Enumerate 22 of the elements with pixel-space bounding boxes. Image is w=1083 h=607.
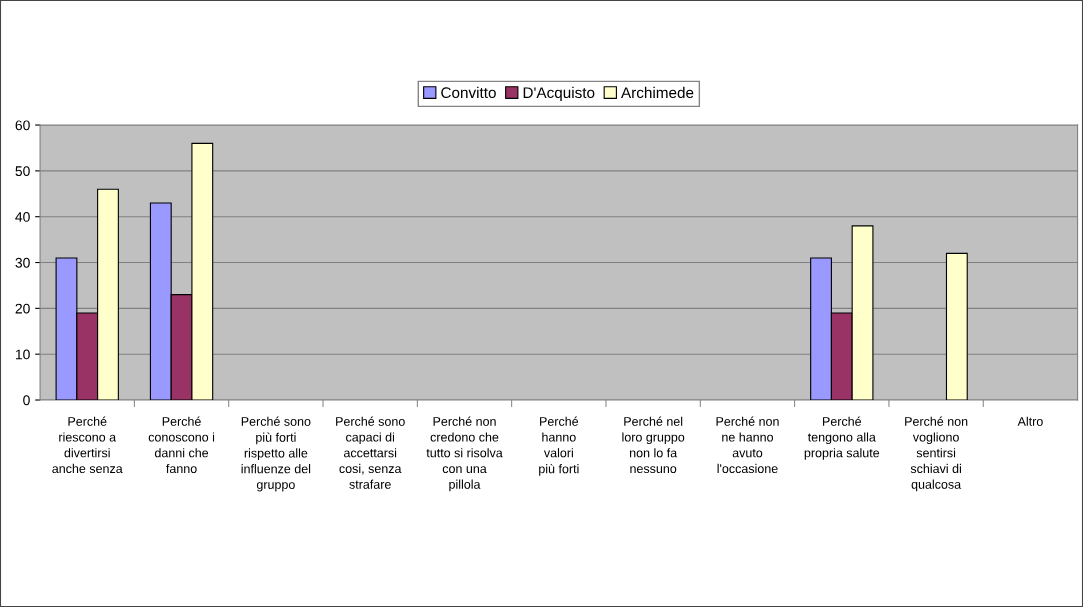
y-tick-label: 40 <box>15 212 30 222</box>
x-tick-label: Perché non ne hanno avuto l'occasione <box>716 416 779 474</box>
y-tick-label: 0 <box>23 395 30 406</box>
legend-label: D'Acquisto <box>523 86 595 102</box>
x-tick-label: Perché sono più forti rispetto alle influenze del gruppo <box>241 416 311 492</box>
x-tick-label: Perché tengono alla propria salute <box>804 416 880 460</box>
y-tick-label: 60 <box>15 120 30 131</box>
legend-label: Archimede <box>621 86 694 99</box>
x-tick-label: Altro <box>1017 416 1043 426</box>
bar <box>945 252 968 401</box>
x-tick-label: Perché conoscono i danni che fanno <box>148 416 215 474</box>
x-tick-label: Perché non vogliono sentirsi schiavi di qualcosa <box>905 416 968 492</box>
x-tick-label: Perché sono capaci di accettarsi cosi, senza strafare <box>336 416 405 489</box>
y-tick-label: 30 <box>15 257 30 268</box>
y-tick-label: 10 <box>15 349 30 360</box>
legend-label: Convitto <box>441 86 496 99</box>
x-tick-label: Perché non credono che tutto si risolva con una pillola <box>426 416 503 492</box>
x-tick-label: Perché riescono a divertirsi anche senza <box>52 416 123 474</box>
x-tick-label: Perché hanno valori più forti <box>539 416 579 476</box>
x-tick-label: Perché nel loro gruppo non lo fa nessuno <box>622 416 685 474</box>
y-tick-label: 20 <box>15 303 30 314</box>
y-tick-label: 50 <box>15 166 30 177</box>
